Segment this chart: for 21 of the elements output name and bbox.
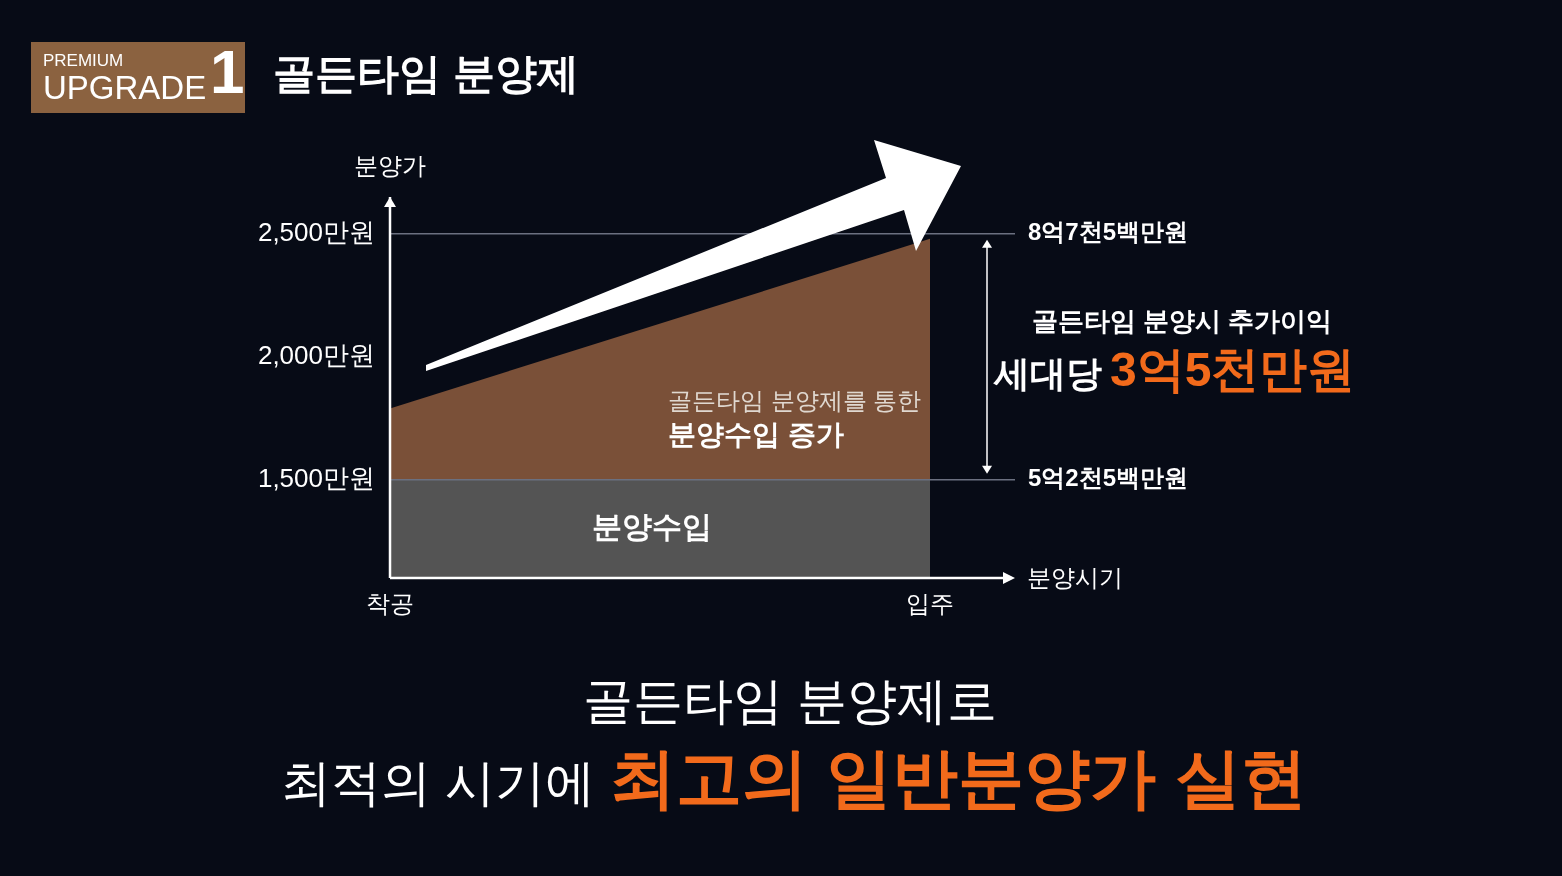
x-tick-label: 착공 [366, 590, 414, 618]
annotation: 세대당 [993, 352, 1102, 394]
text: 최적의 시기에 [281, 755, 595, 812]
ref-line-label: 8억7천5백만원 [1028, 218, 1189, 246]
chart-title: 골든타임 분양제 [273, 50, 579, 98]
y-tick-label: 1,500만원 [257, 462, 375, 493]
x-tick-label: 입주 [906, 590, 954, 618]
text: PREMIUM [43, 51, 124, 71]
y-axis-title: 분양가 [354, 152, 426, 180]
text: 골든타임 분양제로 [583, 673, 997, 730]
text: UPGRADE [43, 68, 207, 106]
ref-line-label: 5억2천5백만원 [1028, 464, 1189, 492]
annotation: 골든타임 분양시 추가이익 [1031, 305, 1333, 336]
series-label: 분양수입 [592, 509, 712, 543]
series-label: 골든타임 분양제를 통한 분양수입 증가 [668, 387, 922, 451]
annotation: 3억5천만원 [1110, 342, 1356, 396]
text: 최고의 일반분양가 실현 [610, 741, 1307, 816]
y-tick-label: 2,500만원 [257, 216, 375, 247]
x-axis-title: 분양시기 [1027, 564, 1123, 592]
text: 1 [210, 37, 245, 107]
y-tick-label: 2,000만원 [257, 339, 375, 370]
